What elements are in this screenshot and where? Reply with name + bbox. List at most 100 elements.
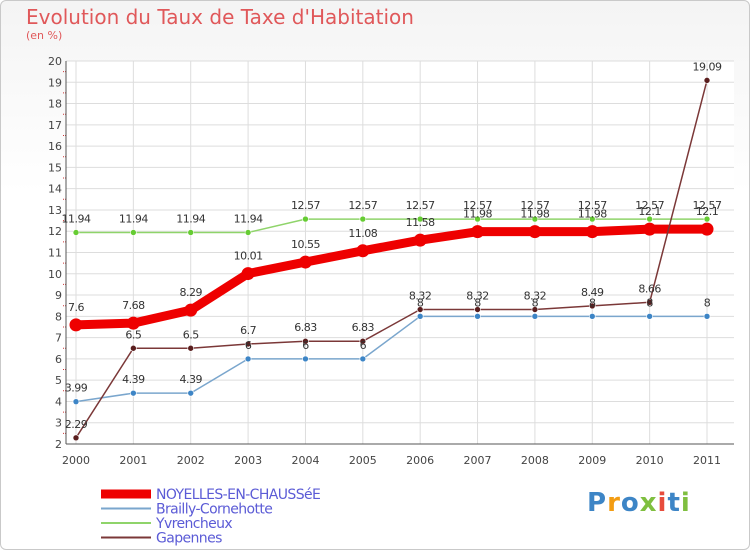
series-line-2 — [75, 218, 708, 234]
data-label: 12.57 — [406, 199, 435, 212]
data-point — [531, 313, 539, 320]
data-point — [302, 355, 309, 363]
data-point — [359, 355, 367, 363]
y-tick-label: 20 — [48, 55, 62, 68]
logo-letter: x — [639, 488, 658, 518]
y-tick-label: 16 — [48, 140, 62, 153]
data-label: 8 — [704, 296, 711, 309]
data-label: 6.7 — [240, 324, 256, 337]
data-label: 8 — [474, 296, 481, 309]
data-point — [646, 298, 653, 306]
y-tick-label: 6 — [55, 353, 62, 366]
data-label: 11.94 — [62, 212, 91, 225]
data-point — [416, 306, 424, 313]
y-tick-label: 13 — [48, 204, 62, 217]
data-label: 6.5 — [125, 328, 141, 341]
x-tick-label: 2007 — [464, 454, 492, 467]
x-tick-label: 2002 — [177, 454, 205, 467]
legend-label: Brailly-Cornehotte — [156, 502, 272, 518]
proxiti-logo: Proxiti — [587, 488, 691, 518]
data-point — [646, 215, 653, 223]
data-point — [302, 215, 309, 223]
data-label: 8 — [417, 296, 424, 309]
data-label: 6.83 — [294, 321, 317, 334]
data-point — [528, 225, 542, 239]
data-point — [359, 215, 367, 223]
data-point — [69, 318, 83, 332]
data-point — [474, 215, 481, 223]
data-label: 10.01 — [234, 250, 263, 263]
data-label: 8 — [646, 296, 653, 309]
y-tick-label: 5 — [55, 374, 62, 387]
y-tick-label: 15 — [48, 161, 62, 174]
data-label: 12.57 — [348, 199, 377, 212]
y-tick-label: 3 — [55, 417, 62, 430]
data-point — [184, 303, 198, 317]
data-label: 12.57 — [520, 199, 549, 212]
data-point — [187, 344, 195, 352]
data-point — [471, 225, 485, 239]
data-label: 8.32 — [466, 290, 489, 303]
data-label: 2.29 — [65, 418, 88, 431]
legend-label: Yvrencheux — [155, 516, 232, 532]
data-point — [531, 215, 539, 223]
data-point — [643, 222, 657, 236]
data-point — [703, 313, 711, 320]
data-point — [130, 344, 137, 352]
data-point — [244, 340, 252, 348]
data-point — [413, 233, 427, 247]
logo-letter: i — [680, 488, 691, 518]
y-tick-label: 14 — [48, 183, 62, 196]
y-tick-label: 7 — [55, 332, 62, 345]
y-tick-label: 18 — [48, 98, 62, 111]
data-point — [588, 313, 596, 320]
data-point — [72, 398, 80, 405]
data-point — [302, 337, 309, 345]
data-label: 11.58 — [406, 216, 435, 229]
y-tick-label: 12 — [48, 225, 62, 238]
data-point — [244, 355, 252, 363]
logo-letter: t — [667, 488, 681, 518]
chart-subtitle: (en %) — [26, 29, 63, 42]
data-point — [588, 215, 596, 223]
x-tick-label: 2010 — [636, 454, 664, 467]
logo-letter: o — [620, 488, 640, 518]
data-label: 10.55 — [291, 238, 320, 251]
data-label: 8.32 — [524, 290, 547, 303]
data-point — [474, 313, 481, 320]
data-label: 12.1 — [638, 205, 661, 218]
data-point — [585, 225, 599, 239]
data-label: 11.98 — [463, 208, 492, 221]
data-point — [703, 77, 711, 84]
data-point — [356, 244, 370, 258]
data-point — [359, 337, 367, 345]
data-point — [588, 302, 596, 310]
y-tick-label: 4 — [55, 395, 62, 408]
data-label: 12.57 — [578, 199, 607, 212]
data-point — [298, 255, 312, 269]
data-label: 12.57 — [693, 199, 722, 212]
data-point — [130, 389, 137, 397]
data-label: 19.09 — [693, 60, 722, 73]
data-label: 8.49 — [581, 286, 604, 299]
data-point — [646, 313, 653, 320]
data-label: 8.32 — [409, 290, 432, 303]
data-point — [72, 229, 80, 236]
data-label: 4.39 — [122, 373, 145, 386]
data-label: 4.39 — [179, 373, 202, 386]
data-label: 8 — [532, 296, 539, 309]
data-label: 7.68 — [122, 299, 145, 312]
data-label: 11.08 — [348, 227, 377, 240]
x-tick-label: 2009 — [578, 454, 606, 467]
series-line-0 — [71, 224, 712, 330]
chart-title: Evolution du Taux de Taxe d'Habitation — [26, 5, 414, 29]
x-tick-label: 2001 — [119, 454, 147, 467]
data-point — [241, 267, 255, 281]
data-label: 7.6 — [68, 301, 84, 314]
data-point — [126, 316, 140, 330]
x-tick-label: 2006 — [406, 454, 434, 467]
data-point — [703, 215, 711, 223]
x-tick-label: 2004 — [291, 454, 319, 467]
data-label: 12.1 — [696, 205, 719, 218]
